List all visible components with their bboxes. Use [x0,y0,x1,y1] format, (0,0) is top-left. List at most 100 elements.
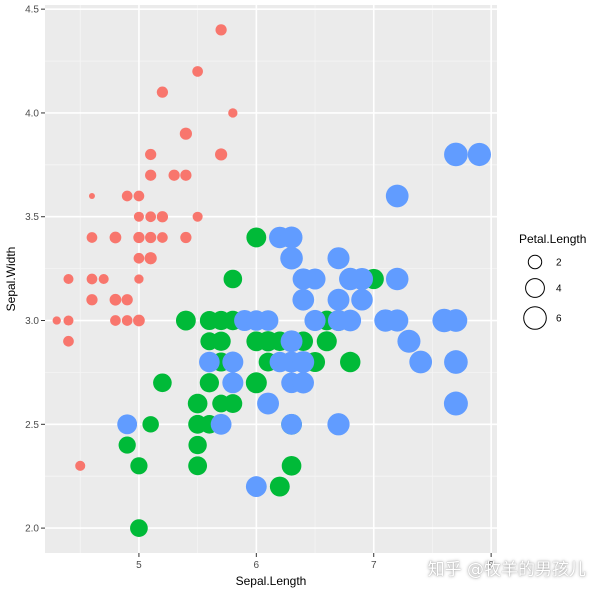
data-point [180,231,192,244]
data-point [133,314,145,327]
data-point [130,519,148,537]
data-point [245,476,267,497]
legend-label: 4 [556,284,562,295]
data-point [386,309,409,332]
data-point [211,331,231,351]
data-point [385,184,409,208]
data-point [199,373,219,393]
data-point [228,108,238,118]
data-point [192,66,203,77]
data-point [156,211,169,223]
watermark: 知乎 @牧羊的男孩儿 [427,560,586,580]
data-point [180,169,192,181]
data-point [130,457,148,475]
data-point [280,246,303,270]
data-point [257,310,279,331]
y-tick-label: 2.5 [25,420,39,431]
data-point [222,351,244,373]
data-point [175,310,196,331]
data-point [133,190,145,202]
data-point [443,391,468,416]
data-point [467,142,491,167]
data-point [215,148,228,161]
x-axis-title: Sepal.Length [236,574,307,588]
data-point [223,394,243,413]
legend-size-key [527,254,543,270]
data-point [121,190,133,202]
data-point [292,288,315,311]
data-point [110,315,121,326]
data-point [133,231,145,244]
legend-size-key [525,278,545,298]
data-point [179,127,192,140]
y-tick-label: 3.0 [25,316,39,327]
legend-size-key [523,306,547,330]
data-point [327,288,350,311]
data-point [188,456,208,476]
data-point [144,252,157,265]
data-point [292,351,315,373]
data-point [339,309,362,332]
data-point [153,373,172,393]
data-point [215,24,227,36]
data-point [192,211,203,222]
data-point [63,315,74,326]
y-tick-label: 4.0 [25,108,39,119]
data-point [88,192,95,199]
data-point [168,169,180,181]
data-point [52,316,61,325]
data-point [327,247,350,270]
data-point [117,414,138,435]
x-tick-label: 5 [136,560,142,571]
x-axis-ticks: 5 6 7 8 [136,553,494,571]
data-point [109,231,122,244]
data-point [281,455,302,476]
data-point [121,315,133,326]
data-point [281,413,302,435]
data-point [350,267,374,291]
data-point [444,350,468,374]
data-point [223,269,243,289]
data-point [118,436,136,454]
data-point [145,211,157,223]
data-point [145,169,157,181]
y-tick-label: 2.0 [25,524,39,535]
data-point [340,351,361,373]
legend-title: Petal.Length [519,232,586,246]
data-point [444,309,468,332]
data-point [86,273,98,285]
legend-label: 2 [556,258,562,269]
major-grid [45,5,497,553]
data-point [304,268,326,290]
data-point [316,331,337,352]
data-point [156,86,169,98]
data-point [157,232,168,243]
data-point [327,413,350,436]
data-point [269,476,290,497]
data-point [397,329,421,353]
data-point [385,267,409,291]
data-point [245,372,267,394]
data-points [52,24,491,537]
data-point [142,416,159,433]
data-point [199,351,220,373]
data-point [133,252,145,264]
data-point [257,392,280,415]
x-tick-label: 6 [254,560,260,571]
data-point [133,211,144,222]
data-point [98,273,109,285]
data-point [63,335,74,347]
y-axis-title: Sepal.Width [4,247,18,312]
y-axis-ticks: 2.0 2.5 3.0 3.5 4.0 4.5 [25,5,45,535]
data-point [351,288,373,311]
data-point [280,330,303,353]
data-point [292,372,314,394]
y-tick-label: 4.5 [25,5,39,16]
data-point [145,231,157,244]
data-point [210,413,232,435]
data-point [145,148,157,161]
data-point [63,273,74,285]
data-point [86,232,98,243]
data-point [409,350,433,374]
